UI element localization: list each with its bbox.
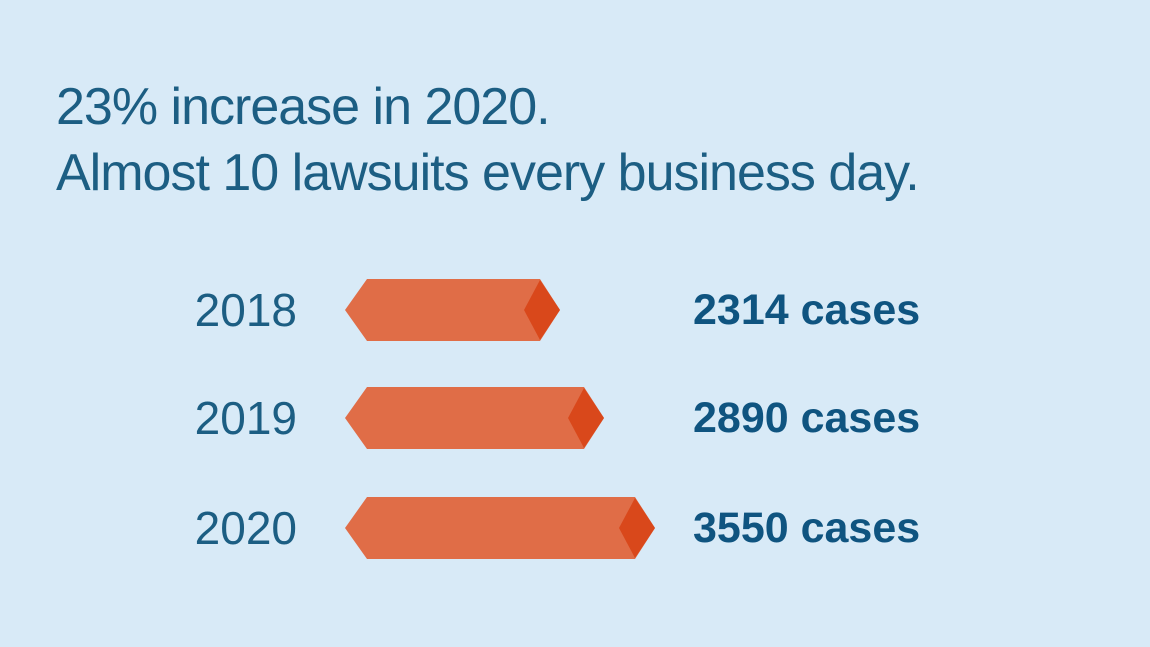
bar-tip-diamond [619, 498, 655, 558]
bar-tip-diamond [568, 388, 604, 448]
year-label-2019: 2019 [194, 392, 297, 444]
bar-body [345, 497, 655, 559]
bar-2019 [345, 387, 604, 449]
value-label-2020: 3550 cases [693, 504, 921, 552]
value-label-2019: 2890 cases [693, 394, 921, 442]
value-label-2018: 2314 cases [693, 286, 921, 334]
bar-body [345, 279, 560, 341]
bar-body [345, 387, 604, 449]
chart-row-2020: 2020 3550 cases [0, 496, 1150, 560]
chart-title-line-2: Almost 10 lawsuits every business day. [56, 144, 920, 202]
chart-row-2019: 2019 2890 cases [0, 386, 1150, 450]
chart-title: 23% increase in 2020. Almost 10 lawsuits… [56, 74, 920, 206]
chart-row-2018: 2018 2314 cases [0, 278, 1150, 342]
bar-2020 [345, 497, 655, 559]
bar-2018 [345, 279, 560, 341]
bar-tip-diamond [524, 280, 560, 340]
year-label-2018: 2018 [194, 284, 297, 336]
chart-title-line-1: 23% increase in 2020. [56, 78, 551, 136]
year-label-2020: 2020 [194, 502, 297, 554]
